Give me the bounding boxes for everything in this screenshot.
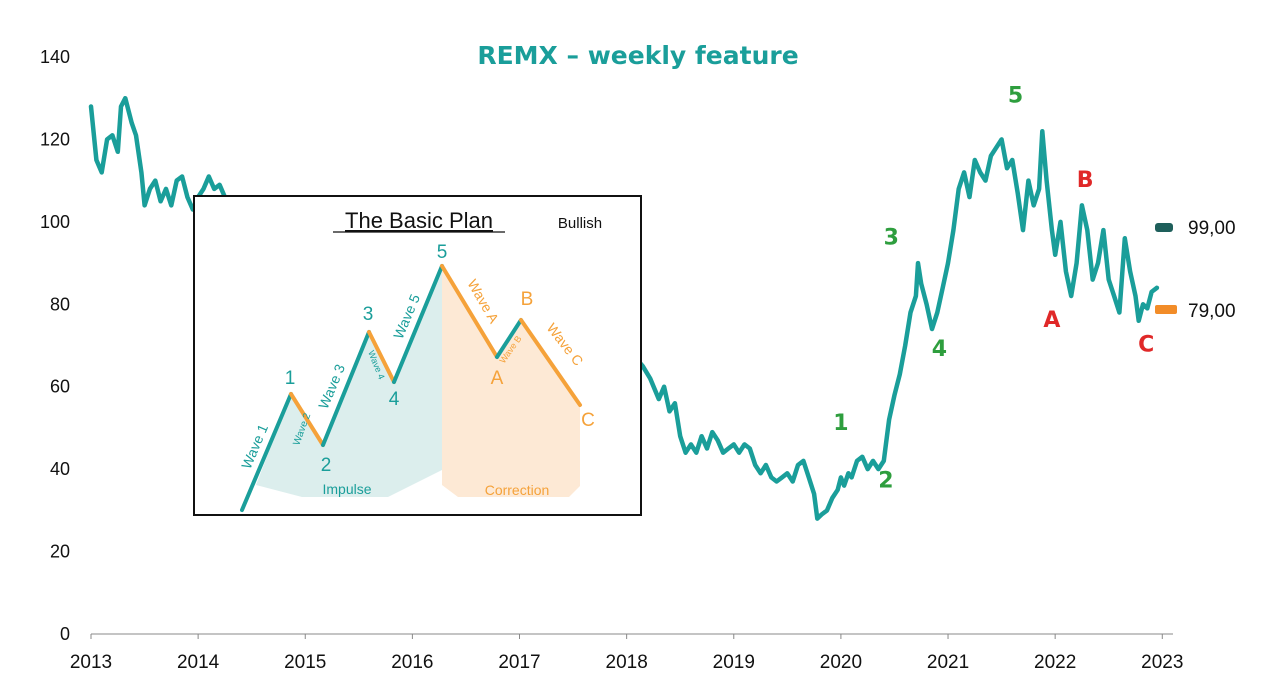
inset-point-4: 4: [389, 389, 400, 410]
marker-79-label: 79,00: [1188, 301, 1236, 322]
x-tick-label: 2019: [713, 652, 755, 673]
x-tick-label: 2018: [606, 652, 648, 673]
x-tick-label: 2016: [391, 652, 433, 673]
inset-point-3: 3: [363, 304, 374, 325]
y-tick-label: 60: [50, 377, 70, 397]
wave-annotation-B: B: [1077, 168, 1094, 193]
y-tick-label: 40: [50, 459, 70, 479]
y-tick-label: 140: [40, 47, 70, 67]
marker-79-swatch: [1155, 305, 1177, 314]
wave-annotation-3: 3: [884, 226, 899, 251]
inset-point-A: A: [491, 368, 504, 389]
marker-99-swatch: [1155, 223, 1173, 232]
y-tick-label: 120: [40, 129, 70, 149]
inset-wave3-line: [321, 330, 371, 447]
inset-point-B: B: [521, 289, 534, 310]
y-tick-label: 20: [50, 542, 70, 562]
inset-tag: Bullish: [558, 215, 602, 232]
y-tick-label: 100: [40, 212, 70, 232]
series-group: [88, 95, 1160, 521]
series-line-segment: [88, 95, 228, 212]
wave-annotation-1: 1: [833, 411, 848, 436]
x-tick-label: 2013: [70, 652, 112, 673]
x-tick-label: 2015: [284, 652, 326, 673]
inset-wave4-line: [367, 330, 396, 384]
inset-point-2: 2: [321, 455, 332, 476]
wave-annotations: 1 2 3 4 5 A B C: [833, 83, 1154, 493]
x-tick-label: 2021: [927, 652, 969, 673]
inset-point-5: 5: [437, 242, 448, 263]
series-line-segment: [511, 128, 1160, 521]
inset-wave5-line: [392, 264, 444, 384]
inset-wave2-line: [289, 392, 325, 447]
inset-waveA-line: [440, 264, 499, 359]
y-tick-label: 0: [60, 624, 70, 644]
x-tick-label: 2014: [177, 652, 220, 673]
inset-waveB-line: [495, 318, 523, 359]
inset-waveC-line: [519, 318, 582, 407]
wave-annotation-2: 2: [878, 469, 893, 494]
chart-title: REMX – weekly feature: [477, 41, 798, 70]
marker-99-label: 99,00: [1188, 218, 1236, 239]
x-tick-label: 2020: [820, 652, 862, 673]
inset-point-1: 1: [285, 368, 296, 389]
correction-label: Correction: [485, 482, 550, 498]
impulse-label: Impulse: [322, 481, 371, 497]
basic-plan-inset: The Basic Plan Bullish Wave 1 Wave 2 Wav…: [193, 195, 642, 516]
x-tick-label: 2017: [498, 652, 540, 673]
wave-annotation-C: C: [1138, 333, 1154, 358]
wave-annotation-A: A: [1043, 308, 1060, 333]
wave-annotation-5: 5: [1008, 83, 1023, 108]
inset-point-C: C: [581, 410, 595, 431]
inset-wave1-line: [240, 392, 293, 512]
value-markers: 99,00 79,00: [1155, 218, 1236, 322]
y-tick-label: 80: [50, 294, 70, 314]
x-tick-label: 2022: [1034, 652, 1076, 673]
axes: 2013 2014 2015 2016 2017 2018 2019 2020 2021 2022…: [40, 47, 1183, 673]
wave-annotation-4: 4: [932, 337, 947, 362]
x-tick-label: 2023: [1141, 652, 1183, 673]
inset-title: The Basic Plan: [345, 208, 493, 233]
